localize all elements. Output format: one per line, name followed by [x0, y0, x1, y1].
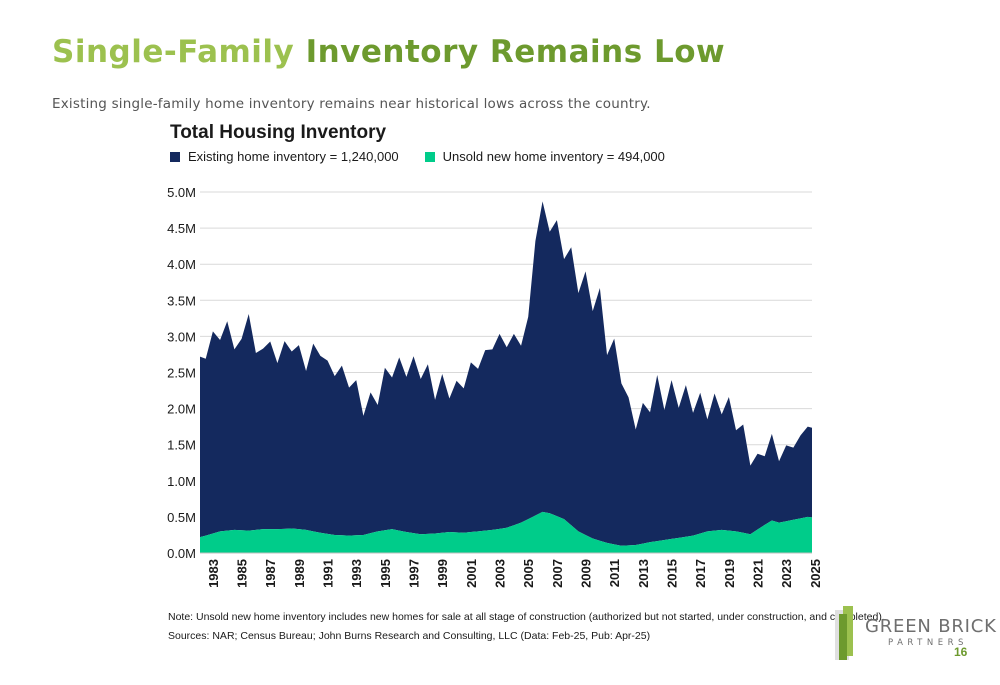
x-tick-label: 2019 — [722, 559, 737, 588]
x-tick-label: 2011 — [607, 559, 622, 587]
slide-title: Single-Family Inventory Remains Low — [52, 34, 725, 70]
logo-text-partners: PARTNERS — [888, 638, 968, 648]
legend-label-new: Unsold new home inventory = 494,000 — [442, 149, 665, 164]
slide-title-part2: Inventory Remains Low — [305, 34, 726, 70]
x-tick-label: 1993 — [349, 559, 364, 588]
chart-legend: Existing home inventory = 1,240,000 Unso… — [170, 149, 665, 164]
x-tick-label: 2021 — [751, 559, 766, 588]
y-tick-label: 4.0M — [167, 257, 196, 272]
x-tick-label: 2009 — [579, 559, 594, 588]
logo-text-green-brick: GREEN BRICK — [865, 616, 997, 637]
series-area-existing — [200, 201, 812, 546]
y-tick-label: 5.0M — [167, 185, 196, 200]
x-tick-label: 2025 — [808, 559, 823, 588]
x-tick-label: 1983 — [206, 559, 221, 588]
x-tick-label: 2015 — [665, 559, 680, 588]
x-tick-label: 2007 — [550, 559, 565, 588]
chart-sources: Sources: NAR; Census Bureau; John Burns … — [168, 630, 651, 642]
chart-title: Total Housing Inventory — [170, 122, 387, 143]
series-area-new — [200, 511, 812, 553]
green-brick-logo-icon — [835, 606, 853, 660]
slide-subtitle: Existing single-family home inventory re… — [52, 96, 651, 112]
y-tick-label: 0.0M — [167, 546, 196, 561]
x-tick-label: 2017 — [693, 559, 708, 588]
x-tick-label: 2003 — [493, 559, 508, 588]
y-tick-label: 0.5M — [167, 510, 196, 525]
x-tick-label: 2005 — [521, 559, 536, 588]
y-tick-label: 1.0M — [167, 474, 196, 489]
chart-note: Note: Unsold new home inventory includes… — [168, 611, 885, 623]
x-tick-label: 2023 — [779, 559, 794, 588]
x-tick-label: 1995 — [378, 559, 393, 588]
legend-swatch-existing — [170, 151, 180, 162]
y-tick-label: 2.5M — [167, 366, 196, 381]
x-tick-label: 2013 — [636, 559, 651, 588]
x-tick-label: 1985 — [235, 559, 250, 588]
y-tick-label: 1.5M — [167, 438, 196, 453]
x-tick-label: 1987 — [263, 559, 278, 588]
slide-title-part1: Single-Family — [52, 34, 295, 70]
legend-item-new: Unsold new home inventory = 494,000 — [424, 149, 665, 164]
x-tick-label: 1997 — [407, 559, 422, 588]
y-tick-label: 4.5M — [167, 221, 196, 236]
legend-item-existing: Existing home inventory = 1,240,000 — [170, 149, 399, 164]
y-tick-label: 3.5M — [167, 293, 196, 308]
legend-swatch-new — [424, 151, 435, 162]
y-tick-label: 2.0M — [167, 402, 196, 417]
x-tick-label: 2001 — [464, 559, 479, 588]
x-tick-label: 1991 — [321, 559, 336, 588]
x-tick-label: 1999 — [435, 559, 450, 588]
x-tick-label: 1989 — [292, 559, 307, 588]
legend-label-existing: Existing home inventory = 1,240,000 — [188, 149, 399, 164]
page-number: 16 — [954, 645, 968, 659]
y-tick-label: 3.0M — [167, 329, 196, 344]
